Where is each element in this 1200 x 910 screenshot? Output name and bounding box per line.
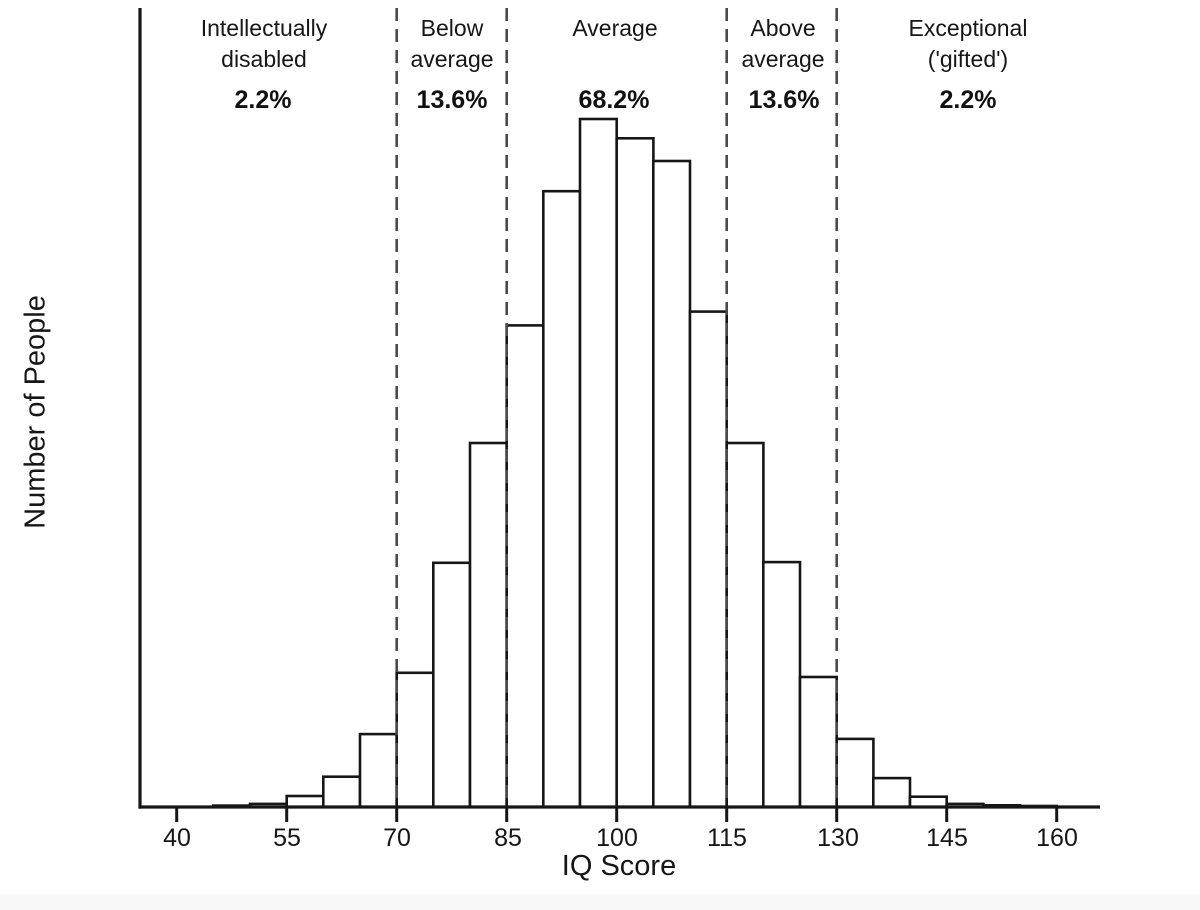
histogram-bar (615, 137, 655, 809)
region-percent-below-average: 13.6% (416, 86, 488, 114)
region-percent-exceptional-gifted: 2.2% (939, 86, 997, 114)
region-label-exceptional-gifted: Exceptional ('gifted') (908, 15, 1028, 72)
histogram-bar (468, 441, 509, 809)
histogram-bar (578, 117, 619, 809)
y-axis-title: Number of People (19, 295, 52, 529)
x-tick-label-115: 115 (707, 824, 747, 852)
histogram-bar (871, 776, 912, 809)
histogram-bar (798, 675, 839, 809)
x-tick-label-160: 160 (1036, 824, 1078, 852)
region-percent-average: 68.2% (578, 86, 650, 114)
histogram-bar (835, 737, 875, 809)
screenshot-bottom-band (0, 894, 1200, 910)
histogram-bar (395, 671, 435, 809)
histogram-bar (725, 441, 765, 809)
x-tick-label-130: 130 (817, 824, 859, 852)
histogram-bar (321, 775, 362, 809)
region-label-intellectually-disabled: Intellectually disabled (200, 15, 328, 72)
region-label-below-average: Below average (410, 15, 494, 72)
histogram-bar (505, 324, 545, 809)
histogram-bar (651, 159, 692, 809)
region-percent-intellectually-disabled: 2.2% (234, 86, 292, 114)
region-label-above-average: Above average (741, 15, 825, 72)
x-tick-label-100: 100 (596, 824, 638, 852)
histogram-bar (285, 794, 325, 809)
x-tick-label-145: 145 (926, 824, 968, 852)
x-tick-label-70: 70 (383, 824, 411, 852)
region-label-average: Average (572, 15, 658, 41)
x-tick-label-55: 55 (273, 824, 301, 852)
x-tick-label-40: 40 (163, 824, 191, 852)
region-percent-above-average: 13.6% (748, 86, 820, 114)
histogram-bar (541, 189, 582, 809)
x-tick-label-85: 85 (494, 824, 522, 852)
histogram-bar (761, 560, 802, 809)
histogram-bar (358, 732, 399, 809)
histogram-bar (688, 310, 729, 809)
histogram-bar (431, 561, 472, 809)
x-axis-title: IQ Score (561, 850, 677, 882)
